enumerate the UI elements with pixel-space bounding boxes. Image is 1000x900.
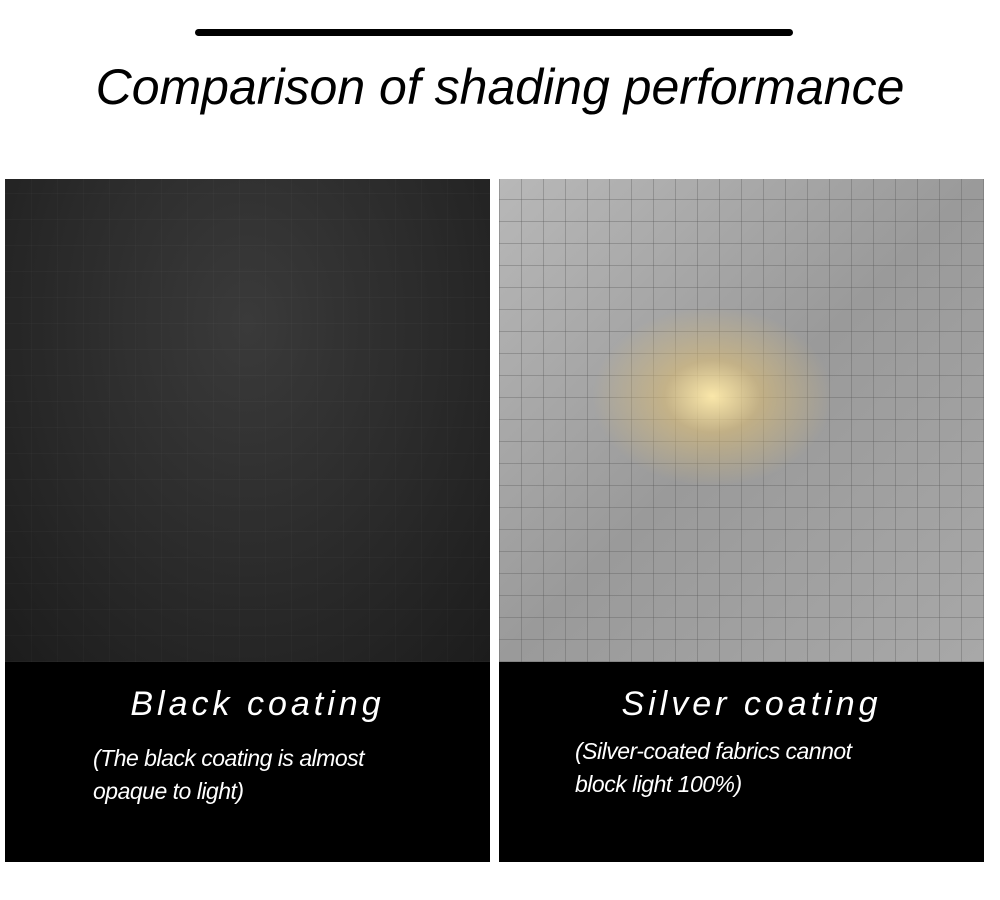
panel-heading: Black coating xyxy=(130,685,385,723)
black-coating-panel: Black coating (The black coating is almo… xyxy=(5,179,490,862)
black-fabric-photo xyxy=(5,179,490,662)
decorative-top-bar xyxy=(195,29,793,36)
panel-caption: (Silver-coated fabrics cannot block ligh… xyxy=(575,735,955,801)
caption-line: (Silver-coated fabrics cannot xyxy=(575,738,852,764)
caption-line: (The black coating is almost xyxy=(93,745,365,771)
panel-caption: (The black coating is almost opaque to l… xyxy=(93,742,453,808)
caption-line: block light 100%) xyxy=(575,771,742,797)
page-title: Comparison of shading performance xyxy=(95,59,905,115)
silver-coating-panel: Silver coating (Silver-coated fabrics ca… xyxy=(499,179,984,862)
silver-fabric-photo xyxy=(499,179,984,662)
panel-heading: Silver coating xyxy=(621,685,882,723)
caption-line: opaque to light) xyxy=(93,778,244,804)
